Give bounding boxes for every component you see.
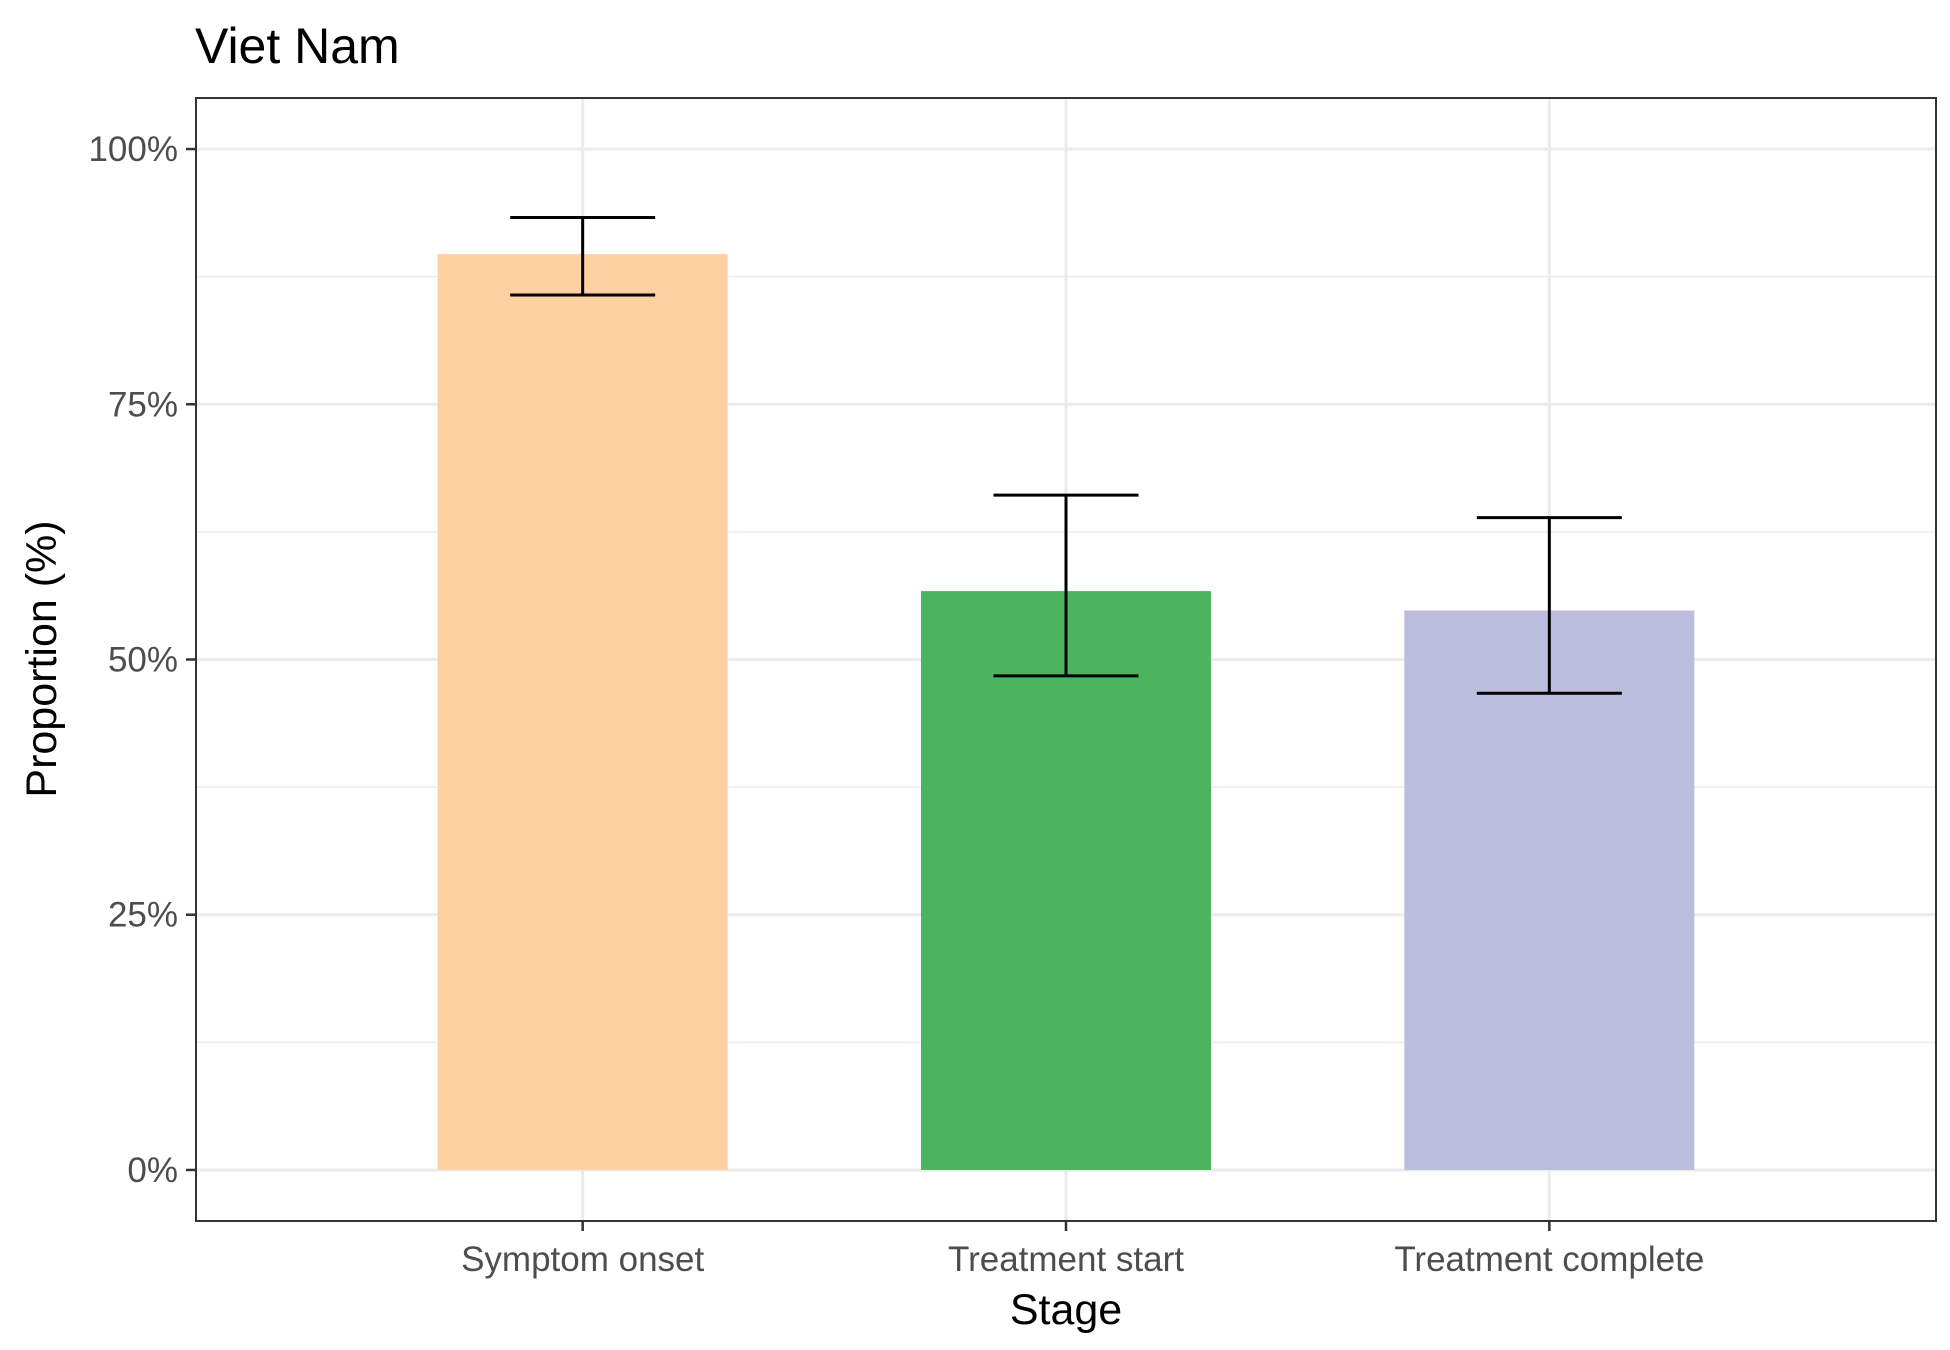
error-bar: [510, 215, 656, 297]
bar-treatment-complete: [1404, 610, 1695, 1170]
bars: [437, 254, 1695, 1170]
y-tick-label: 100%: [88, 130, 178, 169]
x-axis-title: Stage: [1010, 1286, 1122, 1334]
y-tick-label: 75%: [108, 385, 178, 424]
error-bar: [1476, 516, 1622, 695]
error-bar: [993, 493, 1139, 678]
x-tick-label: Symptom onset: [461, 1240, 704, 1279]
chart-title: Viet Nam: [195, 18, 400, 74]
y-tick-label: 50%: [108, 641, 178, 680]
x-tick-label: Treatment start: [948, 1240, 1184, 1279]
bar-treatment-start: [921, 591, 1211, 1170]
bar-symptom-onset: [437, 254, 728, 1170]
y-tick-label: 25%: [108, 896, 178, 935]
x-axis: Symptom onset Treatment start Treatment co…: [461, 1221, 1704, 1279]
y-axis: 0% 25% 50% 75% 100%: [88, 130, 196, 1190]
x-tick-label: Treatment complete: [1394, 1240, 1704, 1279]
error-bars: [510, 215, 1622, 695]
y-tick-label: 0%: [127, 1151, 178, 1190]
y-axis-title: Proportion (%): [18, 520, 66, 797]
